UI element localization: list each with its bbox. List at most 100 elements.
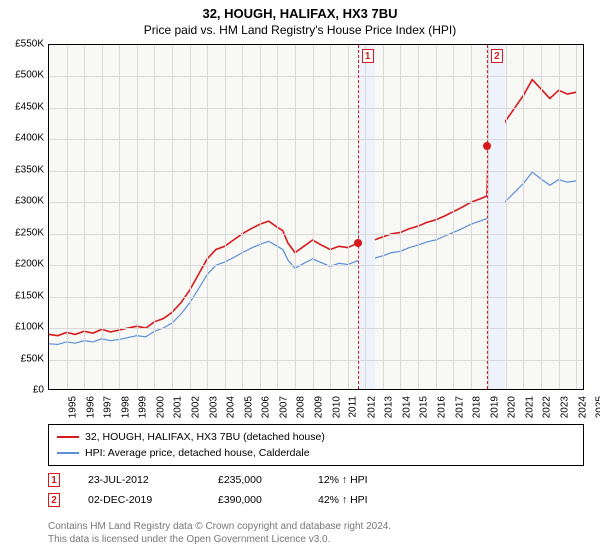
gridline-v bbox=[400, 45, 401, 389]
txn-vline bbox=[358, 45, 359, 389]
gridline-v bbox=[207, 45, 208, 389]
gridline-h bbox=[49, 108, 583, 109]
x-tick-label: 1999 bbox=[138, 396, 149, 418]
footnote-line1: Contains HM Land Registry data © Crown c… bbox=[48, 520, 391, 533]
x-tick-label: 1995 bbox=[67, 396, 78, 418]
gridline-v bbox=[313, 45, 314, 389]
txn-vline bbox=[487, 45, 488, 389]
txn-dot bbox=[354, 239, 362, 247]
gridline-h bbox=[49, 139, 583, 140]
txn-row-date: 23-JUL-2012 bbox=[88, 474, 218, 486]
x-tick-label: 2011 bbox=[348, 396, 359, 418]
legend-label: HPI: Average price, detached house, Cald… bbox=[85, 447, 310, 459]
legend-swatch bbox=[57, 436, 79, 438]
gridline-h bbox=[49, 297, 583, 298]
x-tick-label: 2012 bbox=[366, 396, 377, 418]
gridline-h bbox=[49, 171, 583, 172]
x-tick-label: 2009 bbox=[313, 396, 324, 418]
legend: 32, HOUGH, HALIFAX, HX3 7BU (detached ho… bbox=[48, 424, 584, 466]
x-tick-label: 2001 bbox=[173, 396, 184, 418]
gridline-v bbox=[436, 45, 437, 389]
x-tick-label: 2022 bbox=[542, 396, 553, 418]
x-tick-label: 2005 bbox=[243, 396, 254, 418]
txn-row-price: £390,000 bbox=[218, 494, 318, 506]
gridline-v bbox=[137, 45, 138, 389]
y-tick-label: £500K bbox=[6, 70, 44, 81]
gridline-v bbox=[242, 45, 243, 389]
x-tick-label: 2000 bbox=[155, 396, 166, 418]
gridline-v bbox=[506, 45, 507, 389]
legend-label: 32, HOUGH, HALIFAX, HX3 7BU (detached ho… bbox=[85, 431, 325, 443]
txn-row-delta: 12% ↑ HPI bbox=[318, 474, 418, 486]
y-tick-label: £350K bbox=[6, 164, 44, 175]
y-tick-label: £550K bbox=[6, 39, 44, 50]
x-tick-label: 2021 bbox=[524, 396, 535, 418]
gridline-h bbox=[49, 202, 583, 203]
title-line1: 32, HOUGH, HALIFAX, HX3 7BU bbox=[0, 0, 600, 21]
gridline-h bbox=[49, 328, 583, 329]
gridline-v bbox=[523, 45, 524, 389]
gridline-v bbox=[365, 45, 366, 389]
x-tick-label: 2004 bbox=[225, 396, 236, 418]
gridline-v bbox=[67, 45, 68, 389]
y-tick-label: £100K bbox=[6, 322, 44, 333]
y-tick-label: £200K bbox=[6, 259, 44, 270]
gridline-v bbox=[119, 45, 120, 389]
x-tick-label: 1997 bbox=[102, 396, 113, 418]
gridline-v bbox=[84, 45, 85, 389]
gridline-v bbox=[348, 45, 349, 389]
x-tick-label: 2006 bbox=[261, 396, 272, 418]
gridline-v bbox=[102, 45, 103, 389]
txn-row-price: £235,000 bbox=[218, 474, 318, 486]
x-tick-label: 2018 bbox=[471, 396, 482, 418]
y-tick-label: £450K bbox=[6, 101, 44, 112]
gridline-v bbox=[260, 45, 261, 389]
legend-swatch bbox=[57, 452, 79, 454]
gridline-h bbox=[49, 76, 583, 77]
txn-marker-box: 2 bbox=[491, 49, 503, 63]
y-tick-label: £250K bbox=[6, 227, 44, 238]
y-tick-label: £400K bbox=[6, 133, 44, 144]
highlight-band bbox=[487, 45, 505, 389]
legend-item: 32, HOUGH, HALIFAX, HX3 7BU (detached ho… bbox=[57, 429, 575, 445]
gridline-v bbox=[172, 45, 173, 389]
x-tick-label: 2002 bbox=[190, 396, 201, 418]
y-tick-label: £50K bbox=[6, 353, 44, 364]
legend-item: HPI: Average price, detached house, Cald… bbox=[57, 445, 575, 461]
x-tick-label: 2007 bbox=[278, 396, 289, 418]
x-tick-label: 2003 bbox=[208, 396, 219, 418]
txn-row-delta: 42% ↑ HPI bbox=[318, 494, 418, 506]
gridline-v bbox=[383, 45, 384, 389]
y-tick-label: £300K bbox=[6, 196, 44, 207]
gridline-v bbox=[559, 45, 560, 389]
txn-row-marker: 2 bbox=[48, 493, 60, 507]
txn-marker-box: 1 bbox=[362, 49, 374, 63]
x-tick-label: 2025 bbox=[594, 396, 600, 418]
gridline-h bbox=[49, 265, 583, 266]
chart-container: 32, HOUGH, HALIFAX, HX3 7BU Price paid v… bbox=[0, 0, 600, 560]
txn-row-marker: 1 bbox=[48, 473, 60, 487]
gridline-v bbox=[190, 45, 191, 389]
txn-row: 202-DEC-2019£390,00042% ↑ HPI bbox=[48, 490, 418, 510]
footnote-line2: This data is licensed under the Open Gov… bbox=[48, 533, 391, 546]
gridline-v bbox=[488, 45, 489, 389]
gridline-h bbox=[49, 360, 583, 361]
x-tick-label: 2017 bbox=[454, 396, 465, 418]
gridline-v bbox=[471, 45, 472, 389]
x-tick-label: 2016 bbox=[436, 396, 447, 418]
gridline-v bbox=[541, 45, 542, 389]
footnote: Contains HM Land Registry data © Crown c… bbox=[48, 520, 391, 546]
gridline-v bbox=[330, 45, 331, 389]
gridline-h bbox=[49, 234, 583, 235]
gridline-v bbox=[225, 45, 226, 389]
gridline-v bbox=[277, 45, 278, 389]
txn-dot bbox=[483, 142, 491, 150]
x-tick-label: 2010 bbox=[331, 396, 342, 418]
y-tick-label: £150K bbox=[6, 290, 44, 301]
gridline-v bbox=[154, 45, 155, 389]
x-tick-label: 2023 bbox=[559, 396, 570, 418]
transaction-table: 1 23-JUL-2012£235,00012% ↑ HPI 202-DEC-201… bbox=[48, 470, 418, 510]
x-tick-label: 1998 bbox=[120, 396, 131, 418]
x-tick-label: 2020 bbox=[507, 396, 518, 418]
x-tick-label: 2019 bbox=[489, 396, 500, 418]
